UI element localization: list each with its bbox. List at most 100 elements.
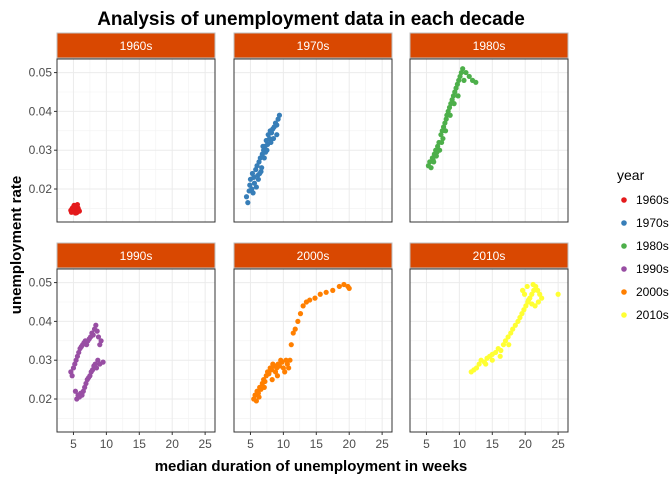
data-point xyxy=(282,369,288,375)
x-tick-label: 15 xyxy=(133,437,147,451)
legend-key xyxy=(621,197,627,203)
data-point xyxy=(297,311,304,317)
data-point xyxy=(330,287,336,293)
data-point xyxy=(341,281,347,288)
data-point xyxy=(300,303,306,309)
data-point xyxy=(95,357,101,363)
data-point xyxy=(247,182,253,188)
data-point xyxy=(473,365,480,371)
y-tick-label: 0.04 xyxy=(29,104,53,118)
data-point xyxy=(98,338,104,344)
facet-strip xyxy=(56,242,216,269)
data-point xyxy=(525,297,532,303)
data-point xyxy=(287,357,293,363)
data-point xyxy=(537,291,543,297)
data-point xyxy=(95,334,102,340)
data-point xyxy=(260,143,266,149)
panel-border xyxy=(409,268,569,433)
data-point xyxy=(243,194,250,200)
data-point xyxy=(276,112,283,118)
data-point xyxy=(346,285,352,291)
data-point xyxy=(521,291,528,297)
data-point xyxy=(256,394,262,400)
data-point xyxy=(72,388,79,394)
data-point xyxy=(323,289,329,295)
facet-panel-2010s: 2010s 5 10 15 20 25 xyxy=(409,242,569,451)
data-point xyxy=(531,287,537,293)
y-tick-label: 0.02 xyxy=(29,392,53,406)
facet-strip-label: 1990s xyxy=(120,249,153,263)
facet-strip xyxy=(409,32,569,59)
x-tick-label: 5 xyxy=(423,437,430,451)
data-point xyxy=(270,135,277,142)
data-point xyxy=(295,318,301,324)
data-point xyxy=(90,332,96,338)
data-point xyxy=(255,390,261,396)
facet-panel-1990s: 1990s 0.02 0.03 0.04 0.05 5 10 15 20 25 xyxy=(29,242,216,451)
data-point xyxy=(336,283,342,290)
facet-panel-1970s: 1970s xyxy=(233,32,393,223)
data-point xyxy=(442,128,449,134)
data-point xyxy=(94,328,100,334)
data-point xyxy=(286,365,292,371)
legend-key xyxy=(621,243,627,249)
data-point xyxy=(253,184,259,190)
facet-panel-1980s: 1980s xyxy=(409,32,569,223)
data-point xyxy=(245,200,251,206)
panel-border xyxy=(233,268,393,433)
x-tick-label: 25 xyxy=(375,437,389,451)
facet-strip xyxy=(233,32,393,59)
data-point xyxy=(279,359,285,365)
data-point xyxy=(498,347,504,354)
legend-key xyxy=(621,266,627,272)
data-point xyxy=(492,349,499,356)
data-point xyxy=(535,299,541,305)
legend-label: 2000s xyxy=(636,285,669,299)
y-tick-label: 0.05 xyxy=(29,66,53,80)
panel-background xyxy=(57,59,215,222)
data-point xyxy=(512,322,518,328)
y-tick-label: 0.02 xyxy=(29,182,53,196)
legend-item-1980s: 1980s xyxy=(621,239,669,253)
x-tick-label: 15 xyxy=(486,437,500,451)
legend-item-2000s: 2000s xyxy=(621,285,669,299)
data-point xyxy=(519,311,525,317)
facet-strip xyxy=(409,242,569,269)
facet-strip xyxy=(233,242,393,269)
data-point xyxy=(257,170,263,177)
x-tick-label: 25 xyxy=(551,437,565,451)
legend-item-1960s: 1960s xyxy=(621,193,669,207)
y-axis-title: unemployment rate xyxy=(8,176,25,314)
data-point xyxy=(307,297,313,303)
data-point xyxy=(250,190,256,196)
data-point xyxy=(290,330,296,336)
data-point xyxy=(251,174,257,180)
x-axis-title: median duration of unemployment in weeks xyxy=(155,458,468,475)
facet-strip xyxy=(56,32,216,59)
panel-border xyxy=(409,58,569,223)
data-point xyxy=(254,163,260,169)
panel-background xyxy=(410,59,568,222)
facet-panel-1960s: 1960s 0.02 0.03 0.04 0.05 xyxy=(29,32,216,223)
x-tick-label: 20 xyxy=(519,437,533,451)
panel-border xyxy=(233,58,393,223)
data-point xyxy=(539,295,545,301)
data-point xyxy=(268,367,275,373)
panel-background xyxy=(234,59,392,222)
legend-key xyxy=(621,220,627,226)
data-point xyxy=(489,357,495,363)
data-point xyxy=(274,122,280,128)
data-point xyxy=(431,159,437,165)
data-point xyxy=(517,314,523,321)
data-point xyxy=(269,377,275,383)
data-point xyxy=(463,69,469,76)
data-point xyxy=(317,291,323,297)
data-point xyxy=(530,281,536,288)
facet-strip-label: 1980s xyxy=(473,39,506,53)
data-point xyxy=(443,116,449,122)
y-tick-label: 0.04 xyxy=(29,314,53,328)
y-tick-label: 0.03 xyxy=(29,143,53,157)
legend-label: 2010s xyxy=(636,308,669,322)
x-tick-label: 5 xyxy=(70,437,77,451)
legend-label: 1980s xyxy=(636,239,669,253)
